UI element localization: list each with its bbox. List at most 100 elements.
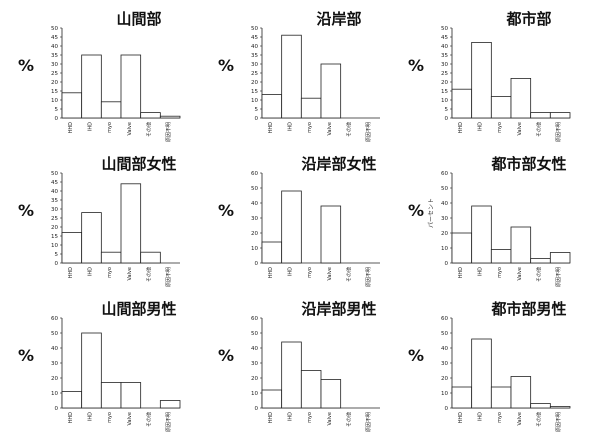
y-tick-label: 20 [441, 231, 448, 237]
bar [300, 97, 322, 119]
y-tick-label: 35 [251, 53, 258, 59]
x-tick-label: 原因不明 [366, 267, 372, 287]
y-tick-label: 0 [445, 406, 449, 412]
chart-panel: 山間部女性% 0 5 10 15 20 25 30 35 40 45 50 HHD IHD myo Valve… [0, 145, 196, 287]
percent-symbol: % [18, 56, 35, 75]
bar [471, 205, 492, 264]
bar [61, 92, 83, 119]
bar [490, 386, 512, 409]
y-tick-label: 60 [51, 316, 58, 322]
x-tick-label: HHD [458, 412, 464, 424]
x-tick-label: IHD [478, 267, 484, 276]
y-tick-label: 10 [51, 243, 58, 249]
x-tick-label: その他 [536, 267, 543, 282]
y-tick-label: 30 [51, 62, 58, 68]
y-tick-label: 0 [55, 261, 59, 267]
y-tick-label: 50 [51, 331, 58, 337]
x-tick-label: 原因不明 [556, 122, 562, 142]
y-tick-label: 50 [251, 331, 258, 337]
y-tick-label: 10 [441, 98, 448, 104]
y-tick-label: 35 [441, 53, 448, 59]
chart-title: 山間部 [116, 10, 162, 28]
x-tick-label: myo [497, 267, 503, 278]
x-tick-label: 原因不明 [556, 267, 562, 287]
y-tick-label: 30 [441, 216, 448, 222]
y-tick-label: 5 [255, 107, 259, 113]
bar [281, 190, 302, 264]
x-tick-label: HHD [268, 412, 274, 424]
y-tick-label: 5 [445, 107, 449, 113]
bar [510, 78, 532, 119]
x-tick-label: myo [497, 122, 503, 133]
y-tick-label: 20 [251, 231, 258, 237]
chart-panel: 沿岸部女性% 0 10 20 30 40 50 60 HHD IHD myo Valve その他 原因不明 [200, 145, 396, 287]
bar [261, 241, 283, 264]
bar [320, 205, 342, 264]
x-tick-label: Valve [127, 267, 133, 281]
chart-title: 山間部女性 [101, 155, 177, 173]
y-tick-label: 50 [441, 26, 448, 32]
y-tick-label: 15 [251, 89, 258, 95]
y-tick-label: 50 [251, 26, 258, 32]
y-tick-label: 40 [441, 201, 448, 207]
bar-chart: 0 5 10 15 20 25 30 35 40 45 50 HHD IHD myo Valve その他 原因不… [251, 26, 380, 142]
y-tick-label: 50 [51, 26, 58, 32]
bar [549, 112, 571, 119]
y-tick-label: 20 [51, 225, 58, 231]
bar [261, 389, 283, 409]
bar [471, 338, 492, 409]
y-tick-label: 15 [51, 89, 58, 95]
percent-symbol: % [218, 201, 235, 220]
bar [100, 101, 122, 119]
bar [120, 382, 142, 409]
x-tick-label: その他 [146, 412, 153, 427]
chart-panel: 沿岸部男性% 0 10 20 30 40 50 60 HHD IHD myo Valve その他 原因不明 [200, 290, 396, 432]
y-tick-label: 45 [51, 35, 58, 41]
x-tick-label: myo [107, 267, 113, 278]
bar [530, 403, 551, 409]
x-tick-label: 原因不明 [366, 122, 372, 142]
bar [100, 251, 122, 264]
y-tick-label: 10 [251, 391, 258, 397]
y-tick-label: 50 [251, 186, 258, 192]
y-tick-label: 50 [51, 171, 58, 177]
chart-panel: 山間部男性% 0 10 20 30 40 50 60 HHD IHD myo Valve その他 原因不明 [0, 290, 196, 432]
y-tick-label: 60 [251, 171, 258, 177]
y-tick-label: 45 [251, 35, 258, 41]
y-tick-label: 50 [441, 186, 448, 192]
x-tick-label: 原因不明 [166, 122, 172, 142]
bar [490, 249, 512, 264]
bar [471, 42, 492, 119]
x-tick-label: その他 [536, 412, 543, 427]
y-tick-label: 45 [51, 180, 58, 186]
bar [159, 400, 181, 409]
y-tick-label: 10 [251, 98, 258, 104]
y-tick-label: 0 [255, 261, 259, 267]
y-tick-label: 20 [51, 376, 58, 382]
x-tick-label: Valve [327, 267, 333, 281]
x-tick-label: Valve [127, 412, 133, 426]
y-tick-label: 10 [441, 391, 448, 397]
chart-panel: 山間部% 0 5 10 15 20 25 30 35 40 45 50 HHD IHD myo Valve その… [0, 0, 196, 142]
x-tick-label: IHD [478, 412, 484, 421]
bar [159, 115, 181, 119]
y-tick-label: 30 [51, 361, 58, 367]
x-tick-label: その他 [146, 122, 153, 137]
y-tick-label: 40 [51, 346, 58, 352]
bar [140, 251, 161, 264]
bar [530, 258, 551, 264]
y-tick-label: 40 [251, 201, 258, 207]
y-tick-label: 0 [445, 116, 449, 122]
x-tick-label: Valve [327, 412, 333, 426]
y-tick-label: 30 [251, 216, 258, 222]
y-tick-label: 20 [251, 376, 258, 382]
percent-symbol: % [218, 346, 235, 365]
y-tick-label: 30 [251, 62, 258, 68]
y-tick-label: 20 [251, 80, 258, 86]
chart-panel: 都市部男性% 0 10 20 30 40 50 60 HHD IHD myo Valve その他 原因不明 [390, 290, 586, 432]
y-tick-label: 30 [441, 62, 448, 68]
x-tick-label: HHD [68, 267, 74, 279]
chart-panel: 都市部% 0 5 10 15 20 25 30 35 40 45 50 HHD IHD myo Valve その… [390, 0, 586, 142]
x-tick-label: Valve [327, 122, 333, 136]
